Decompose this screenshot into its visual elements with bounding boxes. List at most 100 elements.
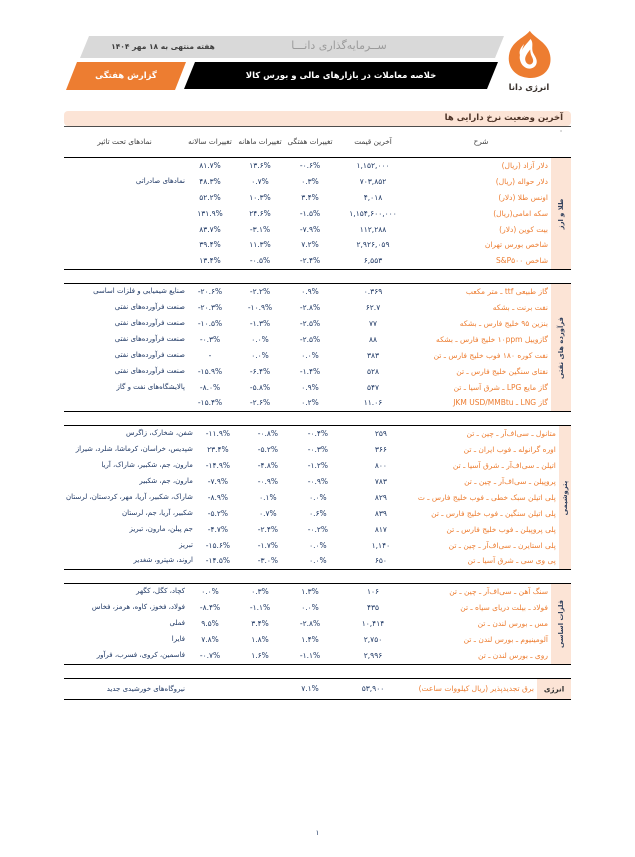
asset-name-cell: اونس طلا (دلار) [498,192,548,202]
affected-symbols-cell: شکبیر، آریا، جم، لرستان [121,508,193,517]
weekly-change-cell: ۳.۴% [301,192,319,202]
report-type-text: گزارش هفتگی [95,71,157,81]
table-row: روی ـ بورس لندن ـ تن ۲,۹۹۶ -۱.۱% ۱.۶% -۰.۷% ف… [64,648,551,664]
asset-name-cell: نفت کوره ۱۸۰ فوب خلیج فارس ـ تن [433,350,548,360]
monthly-change-cell: -۱۰.۹% [247,303,273,313]
asset-name-cell: فولاد ـ بیلت دریای سیاه ـ تن [460,603,548,613]
table-row: متانول ـ سی‌اف‌آر ـ چین ـ تن ۲۵۹ -۰.۴% -۰.۸… [64,426,559,442]
last-price-cell: ۱,۱۵۲,۰۰۰ [356,161,390,170]
table-row: سکه امامی(ریال) ۱,۱۵۴,۶۰۰,۰۰۰ -۱.۵% ۲۴.۶% ۱۳… [64,206,551,222]
table-header-row: · شرح آخرین قیمت تغییرات هفتگی تغییرات م… [64,126,571,158]
affected-symbols-cell: فایرا [171,635,185,644]
weekly-change-cell: ۷.۱% [301,683,319,693]
flame-icon [508,30,551,78]
asset-name-cell: متانول ـ سی‌اف‌آر ـ چین ـ تن [466,429,556,439]
annual-change-cell: -۱۱.۹% [205,429,231,439]
asset-name-cell: نفت برنت ـ بشکه [492,303,548,313]
asset-name-cell: اتیلن ـ سی‌اف‌آر ـ شرق آسیا ـ تن [452,461,556,471]
monthly-change-cell: -۲.۴% [257,524,279,534]
weekly-change-cell: ۰.۰% [309,492,327,502]
affected-symbols-cell: صنعت فرآورده‌های نفتی [114,303,185,312]
header-gray-bar: ســرمایه‌گذاری دانـــا هفته منتهی به ۱۸ … [80,36,504,58]
affected-symbols-cell: شاراک، شکبیر، آریا، مهر، کردستان، لرستان [66,492,193,501]
table-row: نفت کوره ۱۸۰ فوب خلیج فارس ـ تن ۳۸۳ ۰.۰% ۰.… [64,348,551,364]
annual-change-cell: -۱۵.۶% [205,540,231,550]
monthly-change-cell [235,679,285,699]
asset-name-cell: پروپیلن ـ سی‌اف‌آر ـ چین ـ تن [464,477,556,487]
monthly-change-cell: -۱.۱% [249,603,271,613]
affected-symbols-cell: صنایع شیمیایی و فلزات اساسی [93,287,185,296]
asset-name-cell: دلار حواله (ریال) [495,176,548,186]
asset-name-cell: پلی استایرن ـ سی‌اف‌آر ـ چین ـ تن [448,540,556,550]
last-price-cell: ۱۱.۰۶ [363,398,383,408]
table-row: پی وی سی ـ شرق آسیا ـ تن ۶۵۰ ۰.۰% -۳.۰% -۱۴.… [64,553,559,569]
weekly-change-cell: ۷.۲% [301,240,319,250]
monthly-change-cell: ۰.۰% [251,334,269,344]
weekly-change-cell: -۷.۹% [299,224,321,234]
asset-name-cell: بیت کوین (دلار) [499,224,548,234]
affected-symbols-cell: پالایشگاه‌های نفت و گاز [116,382,186,391]
monthly-change-cell: -۲.۶% [249,398,271,408]
annual-change-cell: ۷.۸% [201,635,219,645]
asset-group: فرآورده های نفتی گاز طبیعی ttf ـ متر مکعب… [64,283,571,413]
monthly-change-cell: ۰.۷% [259,508,277,518]
table-row: اوره گرانوله ـ فوب ایران ـ تن ۳۶۶ -۰.۳% -۵.… [64,442,559,458]
last-price-cell: ۱۰۶ [366,587,380,597]
annual-change-cell: - [208,350,212,360]
page-header: ســرمایه‌گذاری دانـــا هفته منتهی به ۱۸ … [0,0,635,104]
last-price-cell: ۱۰,۴۱۴ [361,619,385,629]
group-band: طلا و ارز [551,158,571,270]
annual-change-cell: ۰.۰% [201,587,219,597]
annual-change-cell: ۸۳.۷% [199,224,221,234]
affected-symbols-cell: مارون، جم، شکبیر [139,477,193,486]
column-header-description: شرح [473,137,489,147]
annual-change-cell: ۵۲.۲% [199,192,221,202]
last-price-cell: ۰.۳۶۹ [363,287,383,297]
asset-name-cell: نفتای سنگین خلیج فارس ـ تن [456,366,548,376]
table-row: شاخص S&P۵۰۰ ۶,۵۵۳ -۲.۴% -۰.۵% ۱۳.۴% [64,253,551,269]
report-body: آخرین وضعیت نرخ دارایی ها · شرح آخرین قی… [64,111,571,700]
annual-change-cell: ۳۹.۴% [199,240,221,250]
last-price-cell: ۸۰۰ [374,461,387,471]
last-price-cell: ۱۱۲,۲۸۸ [359,224,387,234]
affected-symbols-cell: شپدیس، خراسان، کرماشا، شلرد، شیراز [75,445,193,454]
affected-symbols-cell: صنعت فرآورده‌های نفتی [114,366,185,375]
asset-name-cell: سنگ آهن ـ سی‌اف‌آر ـ چین ـ تن [449,587,548,597]
annual-change-cell [185,679,235,699]
group-band: فرآورده های نفتی [551,284,571,412]
group-label: فرآورده های نفتی [557,316,565,379]
report-title-text: خلاصه معاملات در بازارهای مالی و بورس کا… [245,70,437,81]
asset-name-cell: پلی پروپیلن ـ فوب خلیج فارس ـ تن [446,524,556,534]
monthly-change-cell: ۲۴.۶% [249,208,271,218]
weekly-change-cell: -۱.۲% [307,461,329,471]
monthly-change-cell: -۰.۹% [257,477,279,487]
affected-symbols-cell [64,222,185,238]
monthly-change-cell: ۱۰.۳% [249,192,271,202]
last-price-cell: ۲,۷۵۰ [363,635,383,645]
affected-symbols-cell: فاسمین، کروی، فسرب، فرآور [96,650,185,659]
weekly-change-cell: -۰.۴% [307,429,329,439]
last-price-cell: ۱,۱۵۴,۶۰۰,۰۰۰ [349,208,397,218]
table-row: اتیلن ـ سی‌اف‌آر ـ شرق آسیا ـ تن ۸۰۰ -۱.۲%… [64,458,559,474]
table-row: سنگ آهن ـ سی‌اف‌آر ـ چین ـ تن ۱۰۶ ۱.۳% ۰.۳%… [64,584,551,600]
asset-name-cell: گاز مایع LPG ـ شرق آسیا ـ تن [453,382,548,392]
annual-change-cell: -۴.۷% [207,524,229,534]
table-row: دلار حواله (ریال) ۷۰۳,۸۵۲ ۰.۳% ۰.۷% ۴۸.۳% نما… [64,174,551,190]
page-number: ۱ [315,829,320,837]
weekly-change-cell: -۰.۲% [307,524,329,534]
monthly-change-cell: ۱.۶% [251,650,269,660]
affected-symbols-cell: مارون، جم، شکبیر، شاراک، آریا [101,461,193,470]
table-row: مس ـ بورس لندن ـ تن ۱۰,۴۱۴ -۲.۸% ۳.۴% ۹.۵% فم… [64,616,551,632]
section-title: آخرین وضعیت نرخ دارایی ها [64,111,571,126]
corner-dot: · [559,127,563,136]
affected-symbols-cell [64,253,185,269]
affected-symbols-cell: کچاد، کگل، کگهر [136,587,185,596]
annual-change-cell: -۸.۴% [199,603,221,613]
asset-group: فلزات اساسی سنگ آهن ـ سی‌اف‌آر ـ چین ـ تن… [64,583,571,665]
last-price-cell: ۳۶۶ [374,445,387,455]
weekly-change-cell: -۲.۸% [299,619,321,629]
table-row: گازوییل ۱۰ppm خلیج فارس ـ بشکه ۸۸ -۲.۵% ۰.۰… [64,332,551,348]
table-row: بنزین ۹۵ خلیج فارس ـ بشکه ۷۷ -۲.۵% -۱.۳% -۱۰… [64,316,551,332]
annual-change-cell: -۲۰.۶% [197,287,223,297]
asset-group: انرژی برق تجدیدپذیر (ریال کیلووات ساعت) ۵۳… [64,677,571,700]
